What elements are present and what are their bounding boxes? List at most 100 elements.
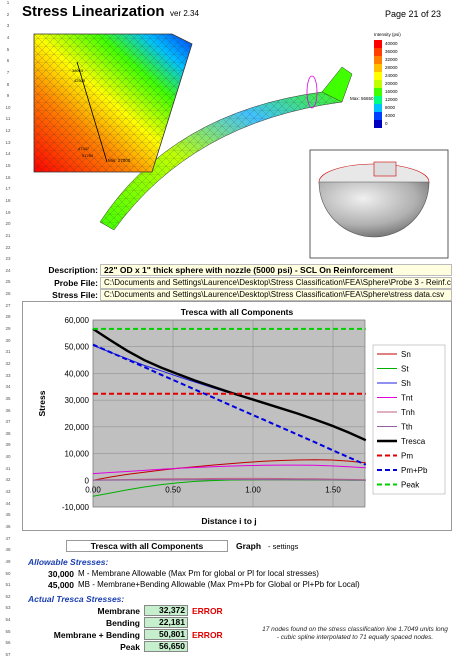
legend-entry: Tnt — [401, 394, 413, 403]
page-number: Page 21 of 23 — [385, 9, 442, 19]
y-tick-label: 50,000 — [65, 343, 90, 352]
x-tick-label: 0.00 — [85, 485, 101, 494]
membrane-bending-stress-value: 50,801 — [144, 629, 188, 640]
x-tick-label: 1.00 — [245, 485, 261, 494]
stress-chart-svg: Tresca with all Components 60,000 50,000 40… — [37, 307, 446, 526]
probe-file-label: Probe File: — [54, 278, 98, 288]
description-field[interactable]: 22" OD x 1" thick sphere with nozzle (50… — [100, 264, 452, 276]
row-number: 18 — [5, 197, 11, 203]
series-line-tnh — [92, 477, 366, 481]
legend-level-label: 40000 — [385, 41, 398, 46]
row-number: 48 — [5, 547, 11, 553]
membrane-bending-status-badge: ERROR — [192, 630, 223, 640]
y-tick-label: -10,000 — [62, 503, 90, 512]
row-number: 25 — [5, 279, 11, 285]
row-number: 1 — [6, 0, 10, 5]
row-number: 45 — [5, 512, 11, 518]
legend-swatch — [374, 48, 382, 56]
fea-model-svg: Min: 27000 51789 47347 42505 38063 40000… — [33, 32, 449, 259]
version-label: ver 2.34 — [170, 9, 199, 18]
row-number: 47 — [5, 535, 11, 541]
graph-settings-link[interactable]: - settings — [268, 542, 299, 551]
row-number: 16 — [5, 174, 11, 180]
probe-file-field[interactable]: C:\Documents and Settings\Laurence\Deskt… — [100, 277, 452, 289]
series-line-sn — [92, 459, 366, 481]
row-number: 29 — [5, 326, 11, 331]
description-label: Description: — [48, 265, 98, 275]
row-number: 5 — [6, 46, 10, 52]
row-number: 14 — [5, 151, 11, 157]
stress-file-field[interactable]: C:\Documents and Settings\Laurence\Deskt… — [100, 289, 452, 301]
row-number: 33 — [5, 372, 11, 378]
allowable-heading: Allowable Stresses: — [28, 557, 109, 567]
bending-stress-label: Bending — [106, 618, 140, 628]
legend-swatch — [374, 88, 382, 96]
intensity-legend-title: Intensity (psi) — [374, 32, 401, 37]
row-number: 49 — [5, 558, 11, 564]
row-number: 12 — [5, 128, 11, 134]
row-number: 52 — [5, 593, 11, 599]
legend-entry: Pm — [401, 452, 413, 461]
row-number: 28 — [5, 314, 11, 320]
graph-type-select[interactable]: Tresca with all Components — [66, 540, 228, 552]
row-numbers: 1 2 3 4 5 6 7 8 9 10 11 12 13 14 15 16 17 18 19 20 21 22 23 24 2… — [0, 0, 16, 663]
stress-file-label: Stress File: — [52, 290, 98, 300]
legend-level-label: 20000 — [385, 81, 398, 86]
legend-swatch — [374, 104, 382, 112]
stress-chart[interactable]: Tresca with all Components 60,000 50,000 40… — [22, 301, 452, 531]
series-line-tresca — [92, 327, 367, 442]
graph-label: Graph — [236, 541, 262, 551]
page-title: Stress Linearization — [22, 3, 165, 20]
row-number: 51 — [5, 582, 11, 588]
tresca-heading: Actual Tresca Stresses: — [28, 594, 125, 604]
row-number: 44 — [5, 500, 11, 506]
intensity-legend: 4000036000320002800024000200001600012000… — [374, 40, 398, 128]
row-number: 41 — [5, 465, 11, 471]
row-number: 35 — [5, 395, 11, 401]
y-tick-label: 0 — [85, 476, 90, 485]
row-number: 19 — [5, 209, 11, 215]
row-number: 31 — [5, 349, 11, 355]
row-number: 34 — [5, 384, 11, 390]
membrane-status-badge: ERROR — [192, 606, 223, 616]
row-number: 22 — [5, 244, 11, 250]
membrane-bending-allowable-value[interactable]: 45,000 — [48, 580, 74, 590]
row-number: 20 — [5, 221, 11, 227]
svg-text:47347: 47347 — [78, 146, 90, 151]
row-number: 7 — [6, 69, 10, 75]
membrane-allowable-desc: M - Membrane Allowable (Max Pm for globa… — [78, 569, 319, 578]
legend-entry: Peak — [401, 481, 420, 490]
y-axis-label: Stress — [37, 390, 47, 416]
row-number: 4 — [6, 34, 10, 40]
row-number: 21 — [5, 232, 11, 238]
legend-level-label: 0 — [385, 121, 388, 126]
bending-stress-value: 22,181 — [144, 617, 188, 628]
membrane-stress-value: 32,372 — [144, 605, 188, 616]
row-number: 53 — [5, 605, 11, 611]
row-number: 39 — [5, 442, 11, 448]
row-number: 26 — [5, 291, 11, 297]
row-number: 30 — [5, 337, 11, 343]
fea-nozzle — [321, 66, 353, 103]
legend-entry: Tnh — [401, 408, 415, 417]
y-tick-label: 60,000 — [65, 316, 90, 325]
row-number: 57 — [5, 652, 11, 657]
row-number: 36 — [5, 407, 11, 413]
x-tick-label: 0.50 — [165, 485, 181, 494]
legend-level-label: 36000 — [385, 49, 398, 54]
max-stress-label: Max: 56650 — [350, 96, 374, 101]
membrane-stress-label: Membrane — [97, 606, 140, 616]
row-number: 10 — [5, 104, 11, 110]
legend-level-label: 28000 — [385, 65, 398, 70]
series-line-tnt — [92, 464, 366, 475]
legend-swatch — [374, 96, 382, 104]
legend-entry: Tth — [401, 423, 413, 432]
legend-entry: Sn — [401, 350, 411, 359]
legend-level-label: 12000 — [385, 97, 398, 102]
y-tick-label: 20,000 — [65, 423, 90, 432]
legend-entry: St — [401, 365, 409, 374]
series-line-tth — [92, 479, 366, 481]
row-number: 13 — [5, 139, 11, 145]
membrane-allowable-value[interactable]: 30,000 — [48, 569, 74, 579]
y-tick-label: 10,000 — [65, 450, 90, 459]
